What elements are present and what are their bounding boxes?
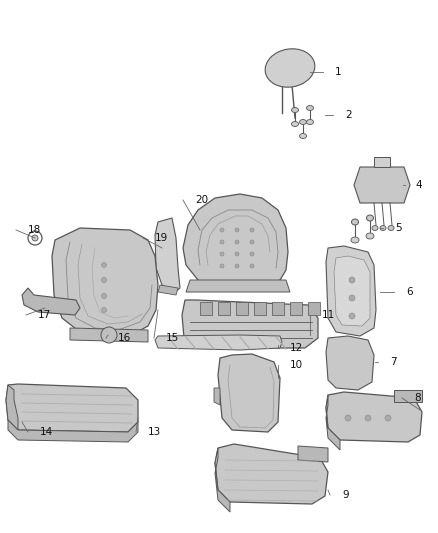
Text: 15: 15 bbox=[166, 333, 179, 343]
Circle shape bbox=[102, 262, 106, 268]
Text: 13: 13 bbox=[148, 427, 161, 437]
Polygon shape bbox=[183, 194, 288, 290]
Circle shape bbox=[102, 278, 106, 282]
Polygon shape bbox=[334, 256, 370, 326]
Polygon shape bbox=[394, 390, 422, 402]
Polygon shape bbox=[186, 280, 290, 292]
Circle shape bbox=[349, 295, 355, 301]
Circle shape bbox=[220, 240, 224, 244]
Polygon shape bbox=[6, 384, 138, 432]
Text: 5: 5 bbox=[395, 223, 402, 233]
Polygon shape bbox=[326, 246, 376, 336]
Circle shape bbox=[250, 228, 254, 232]
Text: 17: 17 bbox=[38, 310, 51, 320]
Polygon shape bbox=[290, 302, 302, 315]
Ellipse shape bbox=[307, 106, 314, 110]
Ellipse shape bbox=[292, 122, 299, 126]
Ellipse shape bbox=[300, 133, 307, 139]
Polygon shape bbox=[308, 302, 320, 315]
Circle shape bbox=[28, 231, 42, 245]
Polygon shape bbox=[215, 448, 230, 512]
Circle shape bbox=[250, 264, 254, 268]
Ellipse shape bbox=[367, 215, 374, 221]
Circle shape bbox=[235, 240, 239, 244]
Text: 20: 20 bbox=[195, 195, 208, 205]
Text: 19: 19 bbox=[155, 233, 168, 243]
Polygon shape bbox=[52, 228, 158, 338]
Ellipse shape bbox=[307, 119, 314, 125]
Text: 11: 11 bbox=[322, 310, 335, 320]
Text: 4: 4 bbox=[415, 180, 422, 190]
Text: 7: 7 bbox=[390, 357, 397, 367]
Circle shape bbox=[250, 240, 254, 244]
Polygon shape bbox=[6, 385, 18, 430]
Polygon shape bbox=[218, 354, 280, 432]
Polygon shape bbox=[182, 300, 318, 348]
Text: 8: 8 bbox=[414, 393, 420, 403]
Polygon shape bbox=[200, 302, 212, 315]
Polygon shape bbox=[354, 167, 410, 203]
Ellipse shape bbox=[300, 119, 307, 125]
Circle shape bbox=[220, 228, 224, 232]
Polygon shape bbox=[214, 388, 220, 405]
Polygon shape bbox=[218, 302, 230, 315]
Ellipse shape bbox=[388, 225, 394, 230]
Text: 12: 12 bbox=[290, 343, 303, 353]
Polygon shape bbox=[215, 444, 328, 504]
Ellipse shape bbox=[352, 219, 358, 225]
Circle shape bbox=[235, 228, 239, 232]
Polygon shape bbox=[374, 157, 390, 167]
Circle shape bbox=[345, 415, 351, 421]
Polygon shape bbox=[326, 336, 374, 390]
Circle shape bbox=[235, 264, 239, 268]
Ellipse shape bbox=[265, 49, 315, 87]
Text: 14: 14 bbox=[40, 427, 53, 437]
Polygon shape bbox=[272, 302, 284, 315]
Circle shape bbox=[101, 327, 117, 343]
Circle shape bbox=[385, 415, 391, 421]
Text: 9: 9 bbox=[342, 490, 349, 500]
Circle shape bbox=[32, 235, 38, 241]
Text: 2: 2 bbox=[345, 110, 352, 120]
Polygon shape bbox=[326, 395, 340, 450]
Circle shape bbox=[250, 252, 254, 256]
Text: 6: 6 bbox=[406, 287, 413, 297]
Text: 16: 16 bbox=[118, 333, 131, 343]
Polygon shape bbox=[22, 288, 80, 315]
Text: 10: 10 bbox=[290, 360, 303, 370]
Text: 18: 18 bbox=[28, 225, 41, 235]
Circle shape bbox=[220, 264, 224, 268]
Polygon shape bbox=[158, 285, 178, 295]
Polygon shape bbox=[70, 328, 148, 342]
Text: 1: 1 bbox=[335, 67, 342, 77]
Circle shape bbox=[349, 313, 355, 319]
Polygon shape bbox=[254, 302, 266, 315]
Ellipse shape bbox=[372, 225, 378, 230]
Ellipse shape bbox=[380, 225, 386, 230]
Polygon shape bbox=[298, 446, 328, 462]
Ellipse shape bbox=[366, 233, 374, 239]
Polygon shape bbox=[8, 420, 138, 442]
Polygon shape bbox=[236, 302, 248, 315]
Circle shape bbox=[102, 294, 106, 298]
Polygon shape bbox=[155, 335, 282, 350]
Ellipse shape bbox=[351, 237, 359, 243]
Polygon shape bbox=[326, 392, 422, 442]
Circle shape bbox=[365, 415, 371, 421]
Circle shape bbox=[235, 252, 239, 256]
Ellipse shape bbox=[292, 108, 299, 112]
Circle shape bbox=[349, 277, 355, 283]
Circle shape bbox=[220, 252, 224, 256]
Polygon shape bbox=[155, 218, 180, 292]
Circle shape bbox=[102, 308, 106, 312]
